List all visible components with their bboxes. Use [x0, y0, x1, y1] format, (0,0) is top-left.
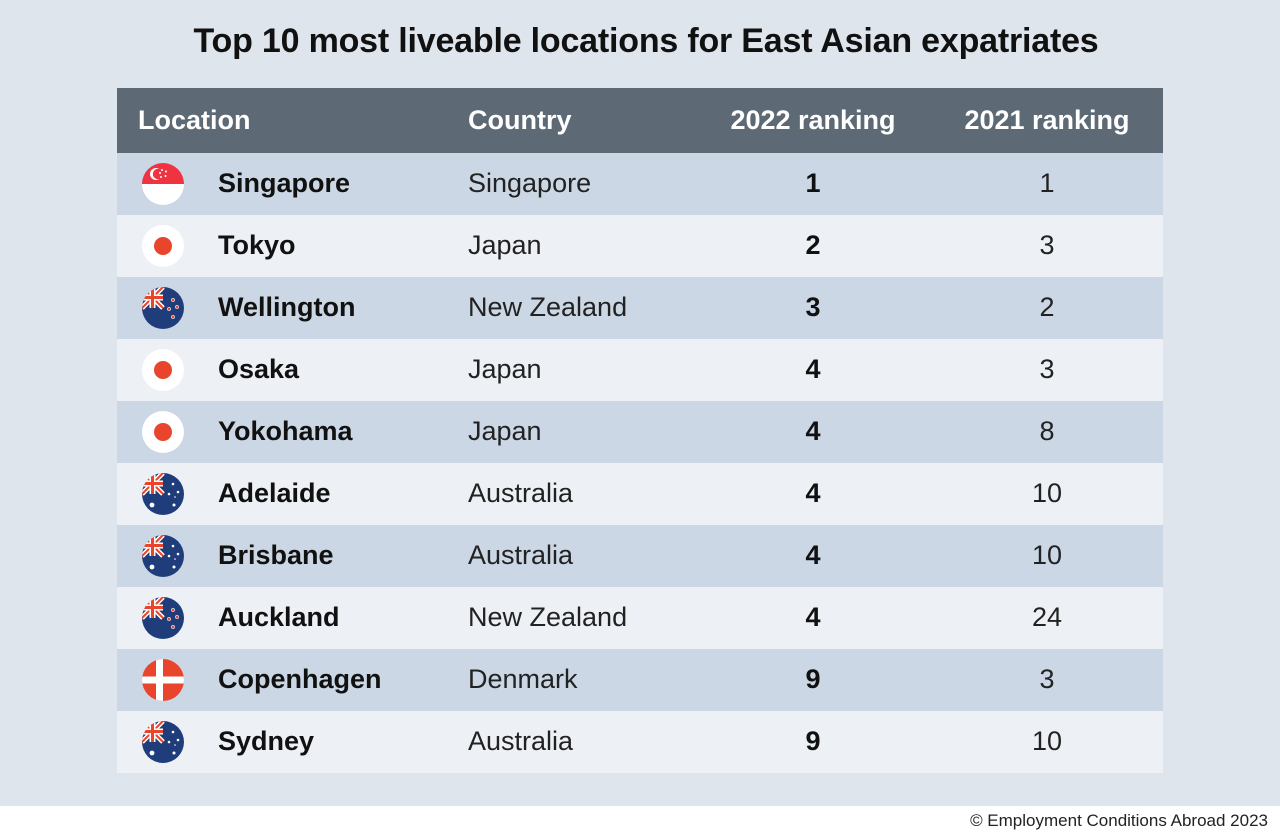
location-cell: Copenhagen: [218, 664, 382, 694]
location-cell: Adelaide: [218, 478, 331, 508]
ranking-2021-cell: 3: [1039, 354, 1055, 384]
ranking-2021-cell: 10: [1031, 478, 1063, 508]
ranking-2022-cell: 4: [805, 540, 821, 570]
location-cell: Brisbane: [218, 540, 334, 570]
table-header: Location Country 2022 ranking 2021 ranki…: [117, 88, 1163, 153]
table-row: Auckland New Zealand 4 24: [117, 587, 1163, 649]
ranking-2022-cell: 4: [805, 416, 821, 446]
table-row: Tokyo Japan 2 3: [117, 215, 1163, 277]
location-cell: Yokohama: [218, 416, 353, 446]
country-cell: Japan: [468, 230, 542, 260]
table-row: Osaka Japan 4 3: [117, 339, 1163, 401]
denmark-flag-icon: [142, 659, 184, 701]
table-row: Brisbane Australia 4 10: [117, 525, 1163, 587]
japan-flag-icon: [142, 411, 184, 453]
new-zealand-flag-icon: [142, 287, 184, 329]
header-country: Country: [468, 105, 572, 135]
country-cell: Australia: [468, 726, 574, 756]
header-location: Location: [138, 105, 251, 135]
ranking-2022-cell: 4: [805, 354, 821, 384]
ranking-2022-cell: 4: [805, 602, 821, 632]
ranking-2021-cell: 3: [1039, 664, 1055, 694]
country-cell: Japan: [468, 354, 542, 384]
table-row: Copenhagen Denmark 9 3: [117, 649, 1163, 711]
location-cell: Auckland: [218, 602, 340, 632]
table-body: Singapore Singapore 1 1 Tokyo Japan 2 3 Wellingt…: [117, 153, 1163, 773]
new-zealand-flag-icon: [142, 597, 184, 639]
japan-flag-icon: [142, 225, 184, 267]
ranking-2021-cell: 10: [1031, 540, 1063, 570]
location-cell: Wellington: [218, 292, 356, 322]
ranking-2022-cell: 4: [805, 478, 821, 508]
ranking-2021-cell: 8: [1039, 416, 1055, 446]
table-row: Singapore Singapore 1 1: [117, 153, 1163, 215]
japan-flag-icon: [142, 349, 184, 391]
ranking-2021-cell: 10: [1031, 726, 1063, 756]
country-cell: Australia: [468, 540, 574, 570]
country-cell: Australia: [468, 478, 574, 508]
table-row: Yokohama Japan 4 8: [117, 401, 1163, 463]
ranking-table: Location Country 2022 ranking 2021 ranki…: [117, 88, 1163, 773]
ranking-2022-cell: 3: [805, 292, 821, 322]
ranking-2021-cell: 3: [1039, 230, 1055, 260]
australia-flag-icon: [142, 473, 184, 515]
header-2021-ranking: 2021 ranking: [964, 105, 1130, 135]
footer: © Employment Conditions Abroad 2023: [0, 806, 1280, 836]
ranking-2022-cell: 9: [805, 664, 821, 694]
table-row: Adelaide Australia 4 10: [117, 463, 1163, 525]
country-cell: Singapore: [468, 168, 592, 198]
table-row: Wellington New Zealand 3 2: [117, 277, 1163, 339]
ranking-2022-cell: 1: [805, 168, 821, 198]
country-cell: Denmark: [468, 664, 578, 694]
country-cell: Japan: [468, 416, 542, 446]
ranking-2021-cell: 24: [1031, 602, 1063, 632]
singapore-flag-icon: [142, 163, 184, 205]
copyright-credit: © Employment Conditions Abroad 2023: [970, 811, 1268, 830]
header-2022-ranking: 2022 ranking: [730, 105, 896, 135]
ranking-2022-cell: 9: [805, 726, 821, 756]
location-cell: Osaka: [218, 354, 300, 384]
ranking-2021-cell: 1: [1039, 168, 1055, 198]
country-cell: New Zealand: [468, 292, 628, 322]
country-cell: New Zealand: [468, 602, 628, 632]
location-cell: Tokyo: [218, 230, 296, 260]
australia-flag-icon: [142, 721, 184, 763]
ranking-2021-cell: 2: [1039, 292, 1055, 322]
location-cell: Singapore: [218, 168, 351, 198]
location-cell: Sydney: [218, 726, 315, 756]
australia-flag-icon: [142, 535, 184, 577]
page-title: Top 10 most liveable locations for East …: [193, 22, 1099, 60]
table-row: Sydney Australia 9 10: [117, 711, 1163, 773]
ranking-2022-cell: 2: [805, 230, 821, 260]
